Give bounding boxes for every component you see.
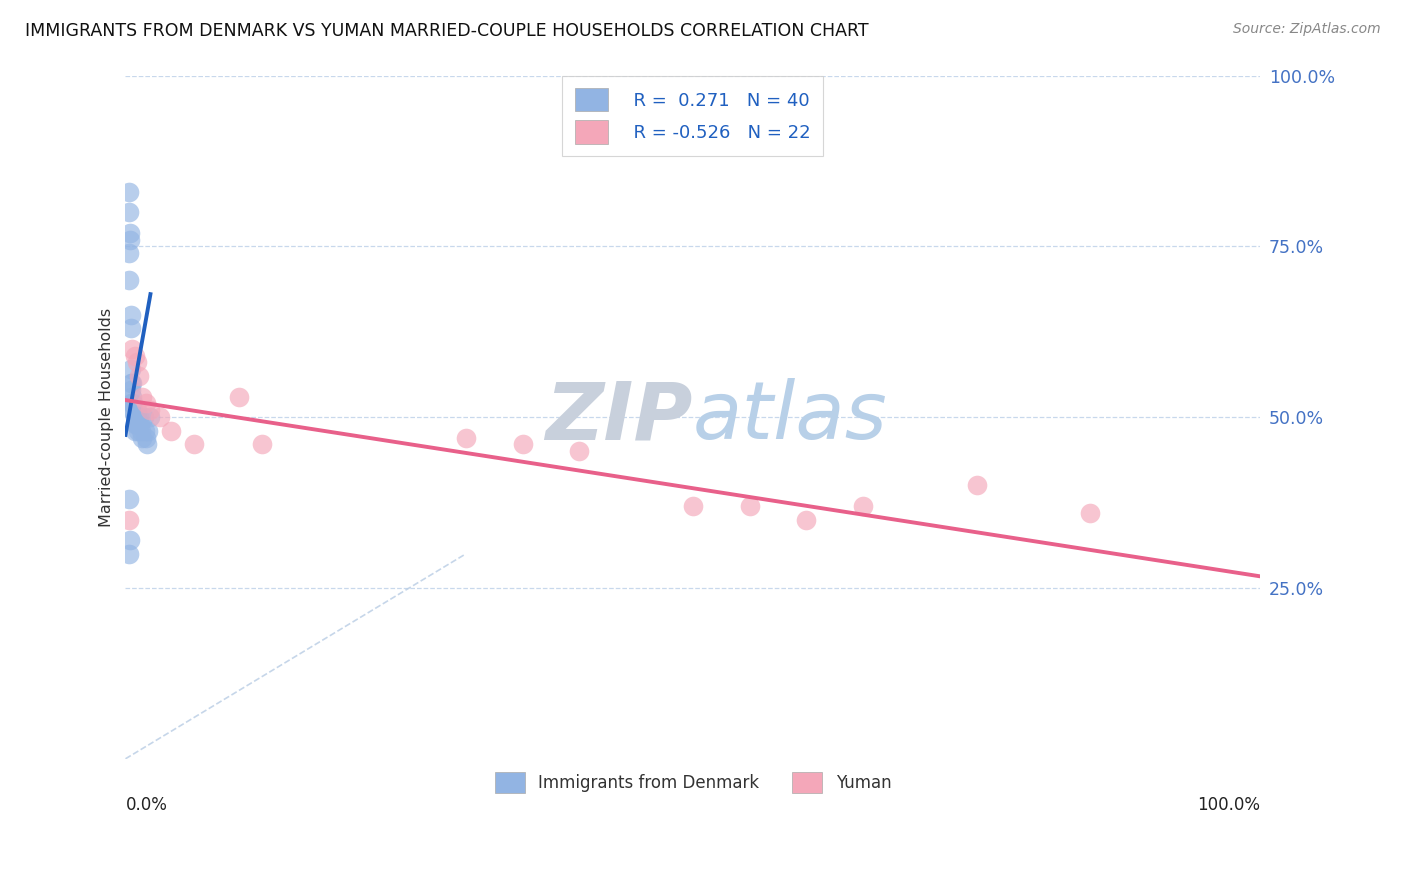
Point — [127, 424, 149, 438]
Point — [132, 410, 155, 425]
Point — [124, 410, 146, 425]
Point — [128, 369, 150, 384]
Point — [118, 492, 141, 507]
Point — [121, 403, 143, 417]
Point — [134, 424, 156, 438]
Point — [120, 383, 142, 397]
Point — [118, 547, 141, 561]
Point — [124, 349, 146, 363]
Text: atlas: atlas — [693, 378, 887, 456]
Point — [120, 362, 142, 376]
Point — [568, 444, 591, 458]
Legend: Immigrants from Denmark, Yuman: Immigrants from Denmark, Yuman — [486, 764, 900, 802]
Point — [120, 376, 142, 390]
Point — [120, 321, 142, 335]
Text: 0.0%: 0.0% — [125, 797, 167, 814]
Text: IMMIGRANTS FROM DENMARK VS YUMAN MARRIED-COUPLE HOUSEHOLDS CORRELATION CHART: IMMIGRANTS FROM DENMARK VS YUMAN MARRIED… — [25, 22, 869, 40]
Point — [121, 390, 143, 404]
Point — [118, 246, 141, 260]
Point — [122, 396, 145, 410]
Point — [135, 396, 157, 410]
Point — [131, 431, 153, 445]
Point — [131, 424, 153, 438]
Point — [796, 513, 818, 527]
Point — [139, 403, 162, 417]
Point — [454, 431, 477, 445]
Point — [125, 355, 148, 369]
Point — [135, 431, 157, 445]
Point — [852, 499, 875, 513]
Point — [128, 410, 150, 425]
Point — [118, 273, 141, 287]
Y-axis label: Married-couple Households: Married-couple Households — [100, 308, 114, 526]
Point — [183, 437, 205, 451]
Point — [118, 185, 141, 199]
Point — [125, 410, 148, 425]
Point — [738, 499, 761, 513]
Point — [125, 410, 148, 425]
Point — [1078, 506, 1101, 520]
Point — [118, 233, 141, 247]
Text: 100.0%: 100.0% — [1198, 797, 1260, 814]
Point — [124, 417, 146, 431]
Point — [228, 390, 250, 404]
Point — [120, 396, 142, 410]
Point — [682, 499, 704, 513]
Point — [118, 513, 141, 527]
Point — [120, 308, 142, 322]
Point — [127, 417, 149, 431]
Point — [121, 396, 143, 410]
Point — [118, 533, 141, 548]
Point — [118, 205, 141, 219]
Point — [121, 342, 143, 356]
Point — [122, 403, 145, 417]
Point — [250, 437, 273, 451]
Point — [136, 437, 159, 451]
Point — [121, 376, 143, 390]
Point — [125, 417, 148, 431]
Point — [139, 410, 162, 425]
Text: Source: ZipAtlas.com: Source: ZipAtlas.com — [1233, 22, 1381, 37]
Point — [118, 226, 141, 240]
Point — [129, 417, 152, 431]
Point — [124, 424, 146, 438]
Point — [131, 390, 153, 404]
Point — [160, 424, 183, 438]
Text: ZIP: ZIP — [546, 378, 693, 456]
Point — [148, 410, 170, 425]
Point — [966, 478, 988, 492]
Point — [136, 424, 159, 438]
Point — [125, 403, 148, 417]
Point — [512, 437, 534, 451]
